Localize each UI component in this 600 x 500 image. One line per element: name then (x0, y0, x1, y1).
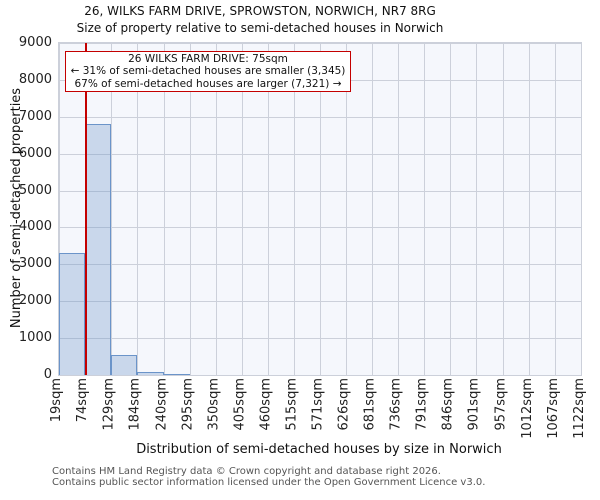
v-gridline (267, 43, 269, 375)
histogram-bar (85, 124, 112, 375)
x-axis-title: Distribution of semi-detached houses by … (136, 442, 502, 457)
x-tick-label: 240sqm (154, 378, 170, 431)
x-tick-label: 571sqm (310, 378, 326, 431)
histogram-bar (163, 374, 190, 376)
h-gridline (59, 43, 581, 44)
y-tick-label: 7000 (18, 108, 52, 124)
h-gridline (59, 116, 581, 118)
h-gridline (59, 153, 581, 155)
annotation-line-1: 26 WILKS FARM DRIVE: 75sqm (128, 53, 288, 65)
x-tick-label: 515sqm (284, 378, 300, 431)
property-size-marker-line (84, 43, 87, 375)
h-gridline (59, 301, 581, 303)
x-tick-label: 460sqm (258, 378, 274, 431)
h-gridline (59, 338, 581, 340)
x-tick-label: 1122sqm (571, 378, 587, 439)
annotation-box: 26 WILKS FARM DRIVE: 75sqm ← 31% of semi… (65, 51, 351, 93)
plot-area (58, 42, 582, 376)
x-tick-label: 405sqm (232, 378, 248, 431)
v-gridline (111, 43, 113, 375)
v-gridline (424, 43, 426, 375)
license-footer: Contains HM Land Registry data © Crown c… (52, 466, 485, 488)
v-gridline (450, 43, 452, 375)
y-tick-label: 6000 (18, 145, 52, 161)
v-gridline (372, 43, 374, 375)
y-tick-label: 0 (43, 367, 52, 382)
h-gridline (59, 227, 581, 229)
v-gridline (581, 43, 582, 375)
x-tick-label: 74sqm (75, 378, 91, 423)
x-tick-label: 1067sqm (545, 378, 561, 439)
histogram-bar (59, 253, 86, 375)
v-gridline (502, 43, 504, 375)
x-tick-label: 184sqm (127, 378, 143, 431)
v-gridline (189, 43, 191, 375)
x-tick-label: 19sqm (49, 378, 65, 423)
v-gridline (398, 43, 400, 375)
chart-title: 26, WILKS FARM DRIVE, SPROWSTON, NORWICH… (84, 4, 436, 18)
x-tick-label: 681sqm (362, 378, 378, 431)
y-tick-label: 9000 (18, 35, 52, 50)
annotation-line-2: ← 31% of semi-detached houses are smalle… (70, 65, 346, 78)
x-tick-label: 350sqm (206, 378, 222, 431)
chart-subtitle: Size of property relative to semi-detach… (76, 21, 444, 35)
h-gridline (59, 190, 581, 192)
y-tick-label: 8000 (18, 71, 52, 87)
y-tick-label: 3000 (18, 256, 52, 272)
annotation-line-3: 67% of semi-detached houses are larger (… (74, 77, 342, 90)
x-tick-label: 129sqm (101, 378, 117, 431)
x-tick-label: 846sqm (440, 378, 456, 431)
v-gridline (59, 43, 60, 375)
v-gridline (241, 43, 243, 375)
footer-line-2: Contains public sector information licen… (52, 477, 486, 488)
v-gridline (163, 43, 165, 375)
y-tick-label: 1000 (18, 330, 52, 346)
x-tick-label: 626sqm (336, 378, 352, 431)
y-tick-label: 2000 (18, 293, 52, 309)
footer-line-1: Contains HM Land Registry data © Crown c… (52, 466, 441, 477)
v-gridline (320, 43, 322, 375)
v-gridline (215, 43, 217, 375)
v-gridline (554, 43, 556, 375)
x-tick-label: 295sqm (180, 378, 196, 431)
v-gridline (528, 43, 530, 375)
h-gridline (59, 375, 581, 376)
y-tick-label: 4000 (18, 219, 52, 235)
h-gridline (59, 264, 581, 266)
x-tick-label: 791sqm (414, 378, 430, 431)
v-gridline (476, 43, 478, 375)
v-gridline (137, 43, 139, 375)
x-tick-label: 957sqm (493, 378, 509, 431)
v-gridline (293, 43, 295, 375)
y-axis-title: Number of semi-detached properties (9, 87, 24, 329)
histogram-bar (137, 371, 164, 375)
histogram-bar (111, 355, 138, 375)
x-tick-label: 1012sqm (519, 378, 535, 439)
x-tick-label: 901sqm (466, 378, 482, 431)
x-tick-label: 736sqm (388, 378, 404, 431)
y-tick-label: 5000 (18, 182, 52, 198)
v-gridline (346, 43, 348, 375)
